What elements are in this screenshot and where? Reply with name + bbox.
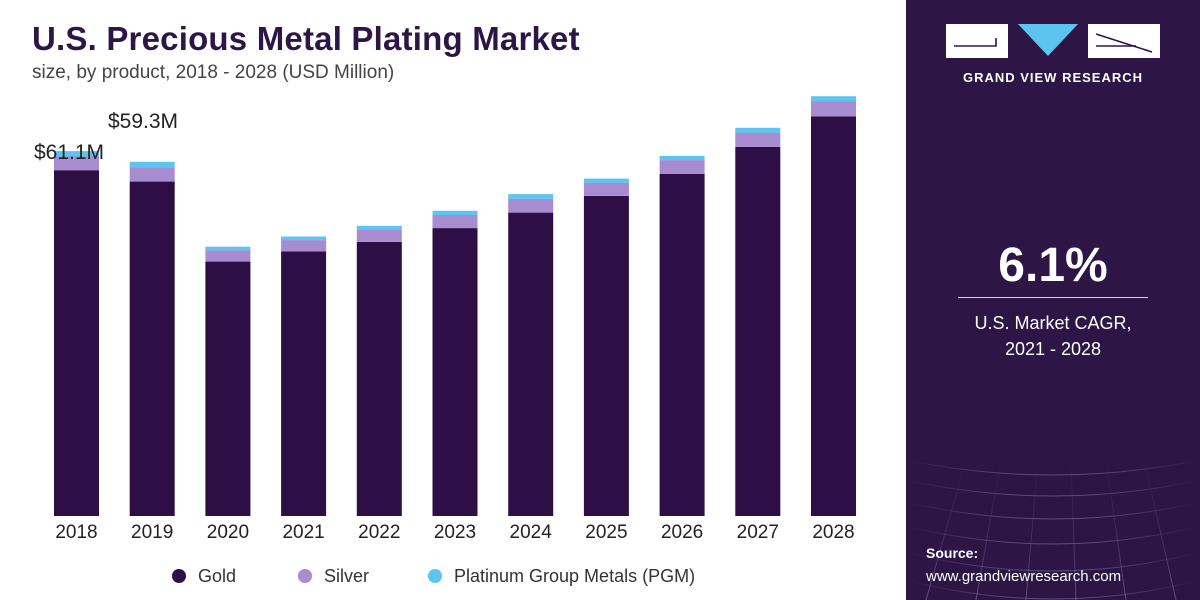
legend-label-pgm: Platinum Group Metals (PGM) (454, 565, 696, 586)
bar-2027-gold (735, 146, 781, 516)
x-tick-label-2020: 2020 (207, 522, 249, 543)
cagr-label: U.S. Market CAGR, 2021 - 2028 (906, 310, 1200, 362)
source-url[interactable]: www.grandviewresearch.com (926, 568, 1122, 585)
x-tick-label-2023: 2023 (434, 522, 476, 543)
chart-subtitle: size, by product, 2018 - 2028 (USD Milli… (32, 62, 395, 83)
stacked-bar-chart: 2018 2019 2020 2021 2022 2023 2024 2025 2026 2027… (34, 96, 856, 543)
bar-2027-platinum (735, 127, 781, 133)
bar-2022-gold (356, 241, 402, 516)
bar-2025-gold (583, 195, 629, 516)
cagr-label-line1: U.S. Market CAGR, (974, 313, 1132, 333)
bar-2018-gold (54, 170, 99, 516)
bar-2024-silver (508, 198, 554, 213)
bar-2026-silver (659, 160, 705, 174)
bar-2027-silver (735, 132, 781, 147)
bar-2026-platinum (659, 155, 705, 161)
grand-view-research-logo (946, 24, 1160, 58)
legend-swatch-pgm (428, 569, 442, 583)
legend-swatch-gold (172, 569, 186, 583)
bar-2021-platinum (281, 236, 327, 241)
bar-2019-silver (129, 167, 175, 182)
legend-item-silver: Silver (298, 562, 369, 590)
bar-2023-platinum (432, 210, 478, 215)
x-tick-label-2024: 2024 (510, 522, 553, 543)
bar-2021-gold (281, 251, 327, 516)
x-tick-label-2027: 2027 (737, 522, 779, 543)
legend-swatch-silver (298, 569, 312, 583)
x-tick-label-2019: 2019 (131, 522, 173, 543)
legend-label-silver: Silver (324, 565, 370, 586)
info-sidebar: GRAND VIEW RESEARCH 6.1% U.S. Market CAG… (906, 0, 1200, 600)
bar-2022-silver (356, 229, 402, 242)
cagr-label-line2: 2021 - 2028 (1004, 339, 1102, 359)
x-tick-label-2025: 2025 (585, 522, 627, 543)
x-tick-label-2021: 2021 (282, 522, 324, 543)
legend-label-gold: Gold (198, 565, 237, 586)
value-callout-2019: $59.3M (108, 110, 178, 133)
chart-title: U.S. Precious Metal Plating Market (32, 20, 580, 57)
brand-name: GRAND VIEW RESEARCH (962, 70, 1144, 85)
x-tick-label-2018: 2018 (55, 522, 97, 543)
legend-item-gold: Gold (172, 562, 236, 590)
bar-2023-silver (432, 215, 478, 229)
bar-2018-platinum (54, 151, 99, 157)
bar-2028-platinum (811, 96, 856, 102)
source-label: Source: (926, 545, 979, 561)
bar-2026-gold (659, 173, 705, 517)
cagr-divider (958, 297, 1148, 298)
bar-2020-gold (205, 261, 251, 516)
chart-legend: Gold Silver Platinum Group Metals (PGM) (0, 562, 906, 590)
bar-2024-platinum (508, 194, 554, 199)
cagr-value: 6.1% (998, 239, 1108, 292)
bar-group (54, 96, 856, 517)
x-tick-label-2026: 2026 (661, 522, 703, 543)
bar-2023-gold (432, 228, 478, 516)
bar-2019-gold (129, 181, 175, 516)
x-tick-label-2022: 2022 (358, 522, 400, 543)
wireframe-grid-decoration (906, 459, 1200, 600)
bar-2025-silver (583, 182, 629, 196)
x-tick-label-2028: 2028 (812, 522, 854, 543)
chart-panel: U.S. Precious Metal Plating Market size,… (0, 20, 906, 590)
bar-2022-platinum (356, 225, 402, 230)
bar-2024-gold (508, 212, 554, 516)
bar-2021-silver (281, 240, 327, 252)
bar-2020-silver (205, 250, 251, 262)
legend-item-pgm: Platinum Group Metals (PGM) (428, 562, 695, 590)
bar-2020-platinum (205, 246, 251, 251)
bar-2018-silver (54, 156, 99, 171)
bar-2025-platinum (583, 178, 629, 183)
bar-2028-silver (811, 101, 856, 117)
x-axis-ticks: 2018 2019 2020 2021 2022 2023 2024 2025 2026 2027… (55, 522, 854, 543)
bar-2019-platinum (129, 161, 175, 168)
value-callout-2018: $61.1M (34, 141, 104, 164)
bar-2028-gold (811, 116, 856, 516)
